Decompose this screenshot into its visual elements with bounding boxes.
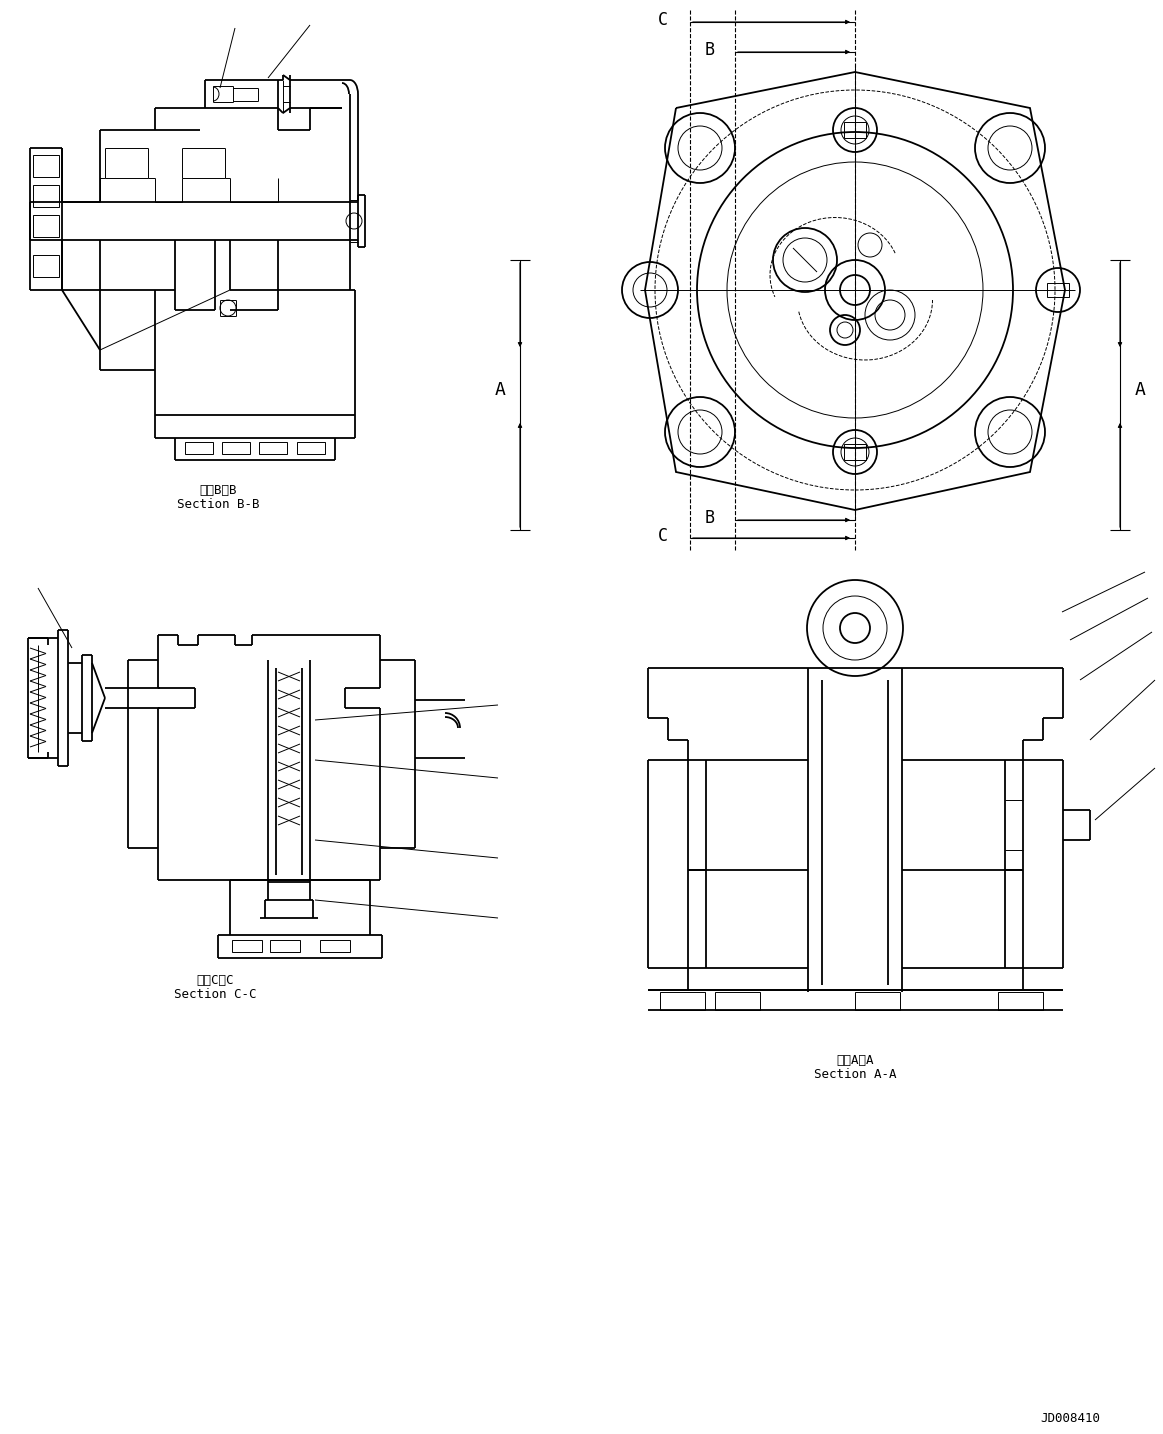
Bar bbox=[185, 442, 213, 455]
Bar bbox=[259, 442, 287, 455]
Text: C: C bbox=[658, 11, 668, 29]
Text: Section A-A: Section A-A bbox=[814, 1067, 897, 1080]
Bar bbox=[1047, 282, 1069, 297]
Bar bbox=[855, 992, 900, 1010]
Text: JD008410: JD008410 bbox=[1040, 1411, 1100, 1424]
Bar bbox=[715, 992, 759, 1010]
Bar bbox=[659, 992, 705, 1010]
Text: A: A bbox=[1135, 381, 1146, 399]
Bar bbox=[33, 215, 59, 237]
Text: B: B bbox=[705, 42, 715, 59]
Bar bbox=[320, 941, 350, 952]
Text: Section B-B: Section B-B bbox=[177, 498, 259, 511]
Bar bbox=[844, 445, 866, 460]
Bar bbox=[231, 941, 262, 952]
Bar bbox=[33, 155, 59, 176]
Text: B: B bbox=[705, 509, 715, 528]
Text: 断面A－A: 断面A－A bbox=[836, 1054, 873, 1067]
Text: C: C bbox=[658, 528, 668, 545]
Text: 断面C－C: 断面C－C bbox=[197, 974, 234, 987]
Bar bbox=[998, 992, 1043, 1010]
Bar bbox=[297, 442, 324, 455]
Text: 断面B－B: 断面B－B bbox=[199, 483, 237, 496]
Text: A: A bbox=[494, 381, 506, 399]
Bar bbox=[222, 442, 250, 455]
Bar bbox=[33, 255, 59, 277]
Bar bbox=[844, 122, 866, 138]
Bar bbox=[270, 941, 300, 952]
Text: Section C-C: Section C-C bbox=[173, 988, 256, 1001]
Bar bbox=[33, 185, 59, 206]
